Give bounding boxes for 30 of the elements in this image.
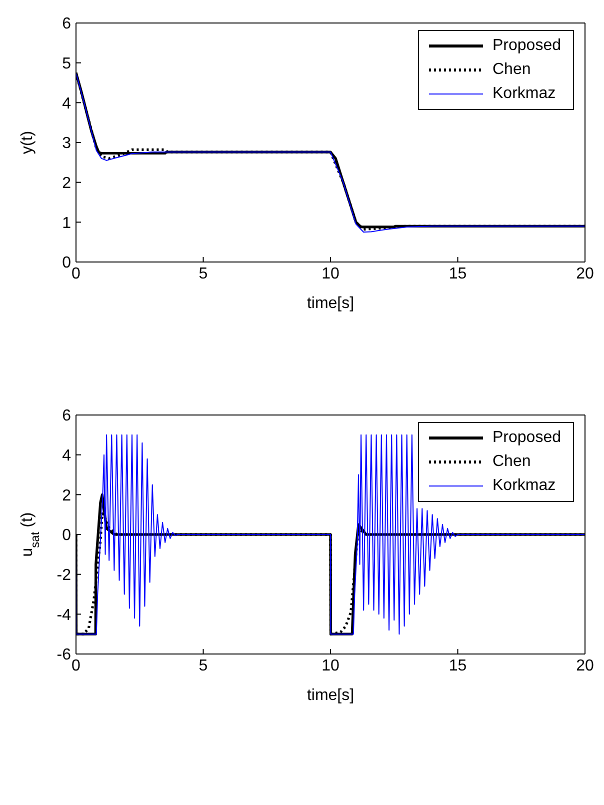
x-tick-label: 15 bbox=[448, 265, 467, 282]
x-axis-title: time[s] bbox=[306, 687, 354, 704]
y-tick-label: 4 bbox=[62, 448, 72, 465]
y-tick-label: 6 bbox=[62, 408, 72, 425]
y-tick-label: 5 bbox=[62, 56, 72, 73]
x-tick-label: 5 bbox=[198, 657, 208, 674]
y-tick-label: 4 bbox=[62, 95, 72, 112]
y-tick-label: 0 bbox=[62, 527, 72, 544]
y-tick-label: -4 bbox=[56, 606, 72, 624]
x-tick-label: 10 bbox=[322, 265, 340, 282]
x-tick-label: 5 bbox=[198, 265, 208, 282]
y-tick-label: 1 bbox=[62, 214, 72, 232]
y-tick-label: 2 bbox=[62, 175, 72, 192]
legend-label: Proposed bbox=[492, 429, 561, 447]
x-tick-label: 20 bbox=[576, 657, 594, 674]
legend-label: Korkmaz bbox=[492, 85, 556, 103]
x-tick-label: 15 bbox=[448, 657, 467, 674]
x-tick-label: 10 bbox=[322, 657, 340, 674]
y-tick-label: -6 bbox=[56, 646, 72, 664]
legend-label: Chen bbox=[492, 453, 531, 471]
y-tick-label: 2 bbox=[62, 487, 72, 504]
y-tick-label: -2 bbox=[56, 567, 72, 584]
y-tick-label: 6 bbox=[62, 16, 72, 33]
legend-label: Proposed bbox=[492, 37, 561, 55]
legend-label: Chen bbox=[492, 61, 531, 79]
x-tick-label: 20 bbox=[576, 265, 594, 282]
y-tick-label: 3 bbox=[62, 135, 72, 152]
x-axis-title: time[s] bbox=[306, 295, 354, 312]
legend-label: Korkmaz bbox=[492, 477, 556, 495]
y-axis-title: y(t) bbox=[19, 130, 36, 154]
